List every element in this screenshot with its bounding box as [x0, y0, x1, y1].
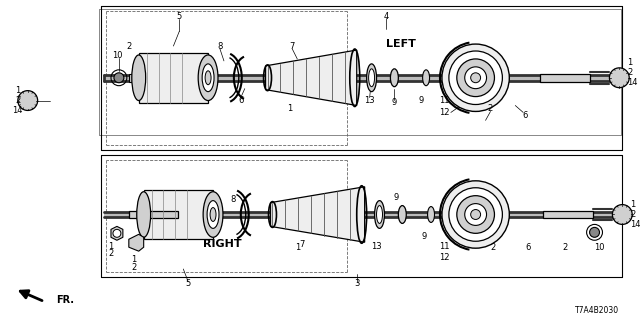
Ellipse shape [470, 73, 481, 83]
Text: 3: 3 [354, 279, 360, 288]
Text: 1: 1 [294, 243, 300, 252]
Text: 2: 2 [15, 96, 20, 105]
Ellipse shape [465, 204, 486, 225]
Circle shape [612, 204, 632, 224]
Text: RIGHT: RIGHT [203, 239, 242, 249]
Text: 1: 1 [108, 242, 114, 251]
Text: 10: 10 [111, 52, 122, 60]
Ellipse shape [198, 55, 218, 100]
Ellipse shape [203, 192, 223, 237]
Polygon shape [139, 53, 208, 102]
Ellipse shape [428, 207, 435, 222]
Ellipse shape [374, 201, 385, 228]
Text: 6: 6 [238, 96, 243, 105]
Ellipse shape [449, 51, 502, 105]
Ellipse shape [470, 210, 481, 220]
Text: 13: 13 [364, 96, 375, 105]
Ellipse shape [465, 67, 486, 89]
Text: 2: 2 [562, 243, 568, 252]
Ellipse shape [369, 69, 374, 87]
Circle shape [609, 68, 629, 88]
Ellipse shape [202, 64, 214, 92]
Text: 2: 2 [131, 262, 136, 271]
Text: 7: 7 [300, 240, 305, 249]
Polygon shape [129, 234, 144, 251]
Ellipse shape [442, 181, 509, 248]
Text: 5: 5 [177, 12, 182, 21]
Text: FR.: FR. [56, 295, 74, 305]
Circle shape [113, 229, 121, 237]
Bar [129, 74, 137, 82]
Text: 7: 7 [290, 42, 295, 51]
Text: 2: 2 [491, 243, 496, 252]
Text: 12: 12 [438, 252, 449, 262]
Text: 1: 1 [630, 200, 636, 209]
Ellipse shape [422, 70, 429, 86]
Text: 11: 11 [438, 242, 449, 251]
Ellipse shape [449, 188, 502, 241]
Text: 6: 6 [525, 243, 531, 252]
Text: LEFT: LEFT [387, 39, 417, 49]
Ellipse shape [210, 208, 216, 221]
Bar [104, 212, 622, 218]
Bar [543, 211, 593, 219]
Polygon shape [266, 50, 356, 106]
Text: 9: 9 [419, 96, 424, 105]
Text: 1: 1 [131, 255, 136, 264]
Polygon shape [111, 226, 123, 240]
Text: 2: 2 [108, 249, 114, 258]
Text: 14: 14 [630, 220, 640, 229]
Text: 2: 2 [630, 210, 636, 219]
Polygon shape [271, 187, 365, 242]
Text: 9: 9 [394, 193, 399, 202]
Text: 8: 8 [218, 42, 223, 51]
Text: 1: 1 [15, 86, 20, 95]
Text: 12: 12 [438, 108, 449, 117]
Bar [129, 211, 179, 219]
Ellipse shape [137, 192, 150, 237]
Text: 9: 9 [392, 98, 397, 107]
Ellipse shape [398, 205, 406, 223]
Text: 13: 13 [371, 242, 382, 251]
Ellipse shape [132, 55, 146, 100]
Ellipse shape [207, 201, 219, 228]
Circle shape [18, 91, 38, 110]
Ellipse shape [376, 205, 383, 223]
Text: 2: 2 [488, 104, 493, 113]
Circle shape [114, 73, 124, 83]
Ellipse shape [457, 196, 495, 233]
Text: 14: 14 [13, 106, 23, 115]
Ellipse shape [367, 64, 376, 92]
Text: T7A4B2030: T7A4B2030 [575, 306, 619, 315]
Bar [104, 75, 622, 81]
Text: 2: 2 [126, 42, 131, 51]
Polygon shape [144, 190, 213, 239]
Text: 5: 5 [186, 279, 191, 288]
Text: 2: 2 [627, 68, 632, 77]
Bar [540, 74, 589, 82]
Circle shape [589, 228, 600, 237]
Text: 8: 8 [230, 195, 236, 204]
Text: 6: 6 [522, 111, 528, 120]
Text: 1: 1 [287, 104, 292, 113]
Ellipse shape [205, 71, 211, 85]
Ellipse shape [390, 69, 398, 87]
Text: 9: 9 [422, 232, 427, 241]
Text: 1: 1 [627, 58, 632, 68]
Ellipse shape [442, 44, 509, 111]
Text: 14: 14 [627, 78, 637, 87]
Text: 11: 11 [438, 96, 449, 105]
Ellipse shape [457, 59, 495, 97]
Text: 10: 10 [595, 243, 605, 252]
Text: 4: 4 [384, 12, 389, 21]
